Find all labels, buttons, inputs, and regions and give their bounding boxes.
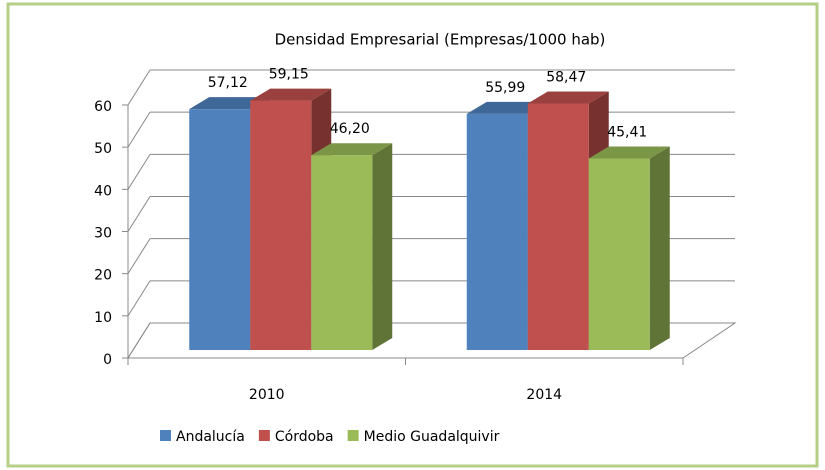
bar-side [649, 146, 670, 350]
value-label: 55,99 [485, 80, 525, 96]
grid-diagonal [127, 280, 151, 317]
bar [250, 100, 312, 350]
bar [588, 158, 650, 350]
x-tick-label: 2014 [526, 387, 562, 403]
value-label: 46,20 [330, 121, 370, 137]
bar [311, 155, 373, 350]
bar-top [250, 88, 332, 101]
bar-top [527, 91, 609, 104]
y-tick-label: 50 [94, 141, 112, 157]
y-tick-label: 0 [103, 352, 112, 368]
grid-diagonal [127, 238, 151, 274]
chart-title: Densidad Empresarial (Empresas/1000 hab) [275, 31, 606, 49]
legend-swatch [347, 430, 359, 441]
grid-diagonal [127, 69, 151, 106]
bar [189, 109, 251, 350]
bar-top [189, 97, 271, 110]
bar [466, 113, 528, 350]
y-tick-label: 10 [94, 310, 112, 326]
legend-swatch [258, 430, 270, 441]
chart-frame [6, 2, 819, 468]
legend-label: Córdoba [275, 429, 334, 445]
value-label: 59,15 [269, 67, 309, 83]
grid-diagonal [127, 196, 151, 232]
grid-diagonal [127, 111, 151, 148]
bar-top [311, 143, 393, 156]
bar-top [466, 101, 548, 114]
value-label: 58,47 [546, 69, 586, 85]
bar [527, 103, 589, 350]
bar-side [372, 143, 393, 350]
value-label: 45,41 [607, 125, 647, 141]
bar-top [588, 146, 670, 159]
legend-swatch [160, 430, 171, 441]
y-tick-label: 40 [94, 183, 112, 199]
grid-diagonal [127, 154, 151, 190]
x-tick-label: 2010 [249, 387, 285, 403]
y-tick-label: 30 [94, 226, 112, 242]
y-tick-label: 60 [94, 99, 112, 115]
legend-label: Andalucía [176, 429, 245, 445]
value-label: 57,12 [208, 75, 248, 91]
grid-diagonal [127, 322, 151, 359]
y-tick-label: 20 [94, 268, 112, 284]
legend-label: Medio Guadalquivir [364, 429, 500, 445]
